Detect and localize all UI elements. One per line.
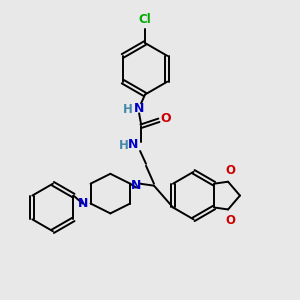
Text: N: N [131, 179, 141, 192]
Text: N: N [128, 138, 138, 151]
Text: H: H [119, 139, 129, 152]
Text: N: N [77, 197, 88, 210]
Text: O: O [225, 214, 235, 227]
Text: Cl: Cl [139, 13, 152, 26]
Text: N: N [134, 102, 144, 115]
Text: O: O [160, 112, 171, 125]
Text: H: H [123, 103, 133, 116]
Text: O: O [225, 164, 235, 177]
